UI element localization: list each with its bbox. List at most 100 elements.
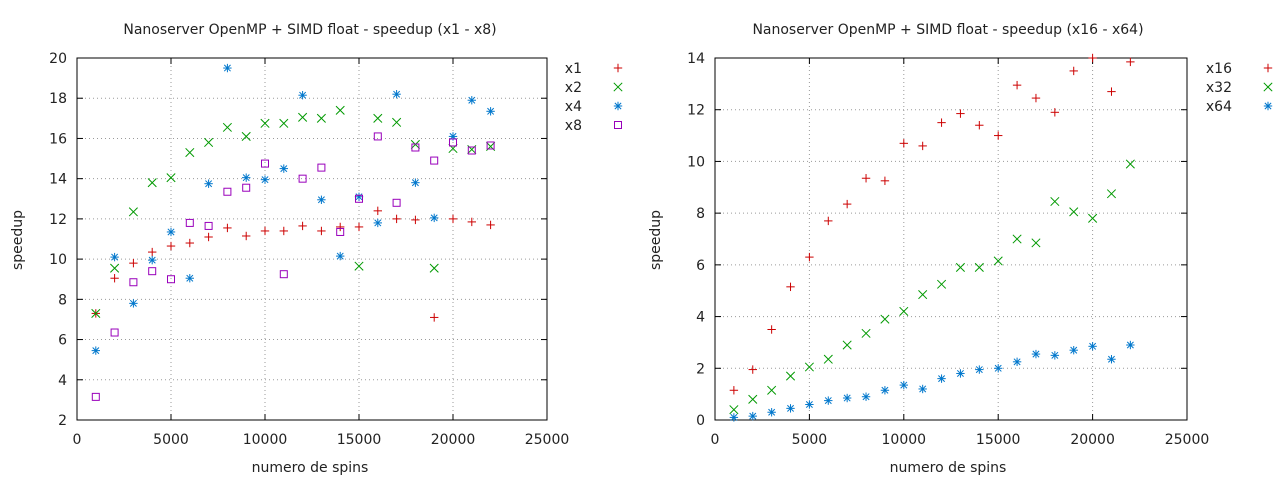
- point-x32-d2: [974, 262, 984, 272]
- x-axis-label: numero de spins: [890, 460, 1007, 476]
- point-x2-d2: [392, 117, 402, 127]
- point-x32: [1012, 234, 1022, 244]
- point-x32-d2: [748, 394, 758, 404]
- point-x1: [354, 222, 364, 232]
- point-x32: [1106, 189, 1117, 199]
- point-x64-d2: [843, 394, 851, 402]
- point-x32-d2: [1106, 189, 1117, 199]
- point-x32: [785, 371, 796, 381]
- point-x8: [129, 278, 138, 287]
- point-x4-d2: [242, 174, 250, 182]
- point-x1: [166, 241, 176, 251]
- point-x8-box: [185, 218, 194, 227]
- point-x2-d2: [147, 178, 157, 188]
- point-x4-d2: [280, 165, 288, 173]
- chart-title: Nanoserver OpenMP + SIMD float - speedup…: [752, 22, 1143, 38]
- y-tick-label: 18: [49, 91, 67, 107]
- point-x2: [204, 137, 214, 148]
- point-x64: [880, 386, 890, 395]
- point-x8-box: [467, 146, 476, 155]
- point-x64-d2: [824, 397, 832, 405]
- legend-label-x32: x32: [1206, 80, 1232, 96]
- point-x8-box: [204, 221, 213, 230]
- point-x4: [373, 218, 382, 228]
- point-x2: [222, 122, 232, 132]
- point-x8-box: [336, 227, 345, 236]
- point-x2-d2: [429, 263, 439, 273]
- point-x1: [467, 217, 476, 227]
- point-x32-d2: [1012, 234, 1022, 244]
- point-x4-d2: [261, 176, 269, 184]
- point-x8-box: [148, 267, 157, 276]
- y-tick-label: 14: [687, 51, 705, 67]
- x-tick-label: 20000: [431, 432, 476, 448]
- point-x2: [354, 261, 364, 271]
- point-x32-d2: [1031, 238, 1041, 248]
- point-x2-d2: [204, 137, 214, 148]
- point-x4-d2: [317, 196, 325, 204]
- legend-marker-x1: [613, 63, 623, 73]
- point-x32: [861, 328, 871, 338]
- point-x1: [260, 226, 270, 236]
- legend-marker-x8: [614, 121, 622, 129]
- point-x2-d2: [241, 131, 251, 141]
- x-tick-label: 10000: [882, 432, 927, 448]
- point-x32: [1050, 196, 1060, 207]
- plot-frame: [714, 57, 1188, 421]
- point-x64-d2: [1107, 355, 1115, 363]
- point-x64-d2: [749, 412, 757, 420]
- point-x32: [937, 279, 947, 289]
- point-x16: [1012, 80, 1022, 90]
- point-x1: [110, 274, 119, 283]
- y-tick-label: 0: [696, 413, 705, 429]
- point-x2: [91, 308, 101, 318]
- x-tick-label: 10000: [243, 432, 288, 448]
- point-x8-box: [486, 141, 495, 150]
- point-x64: [1050, 351, 1060, 360]
- point-x2: [241, 131, 251, 141]
- point-x4-d2: [487, 107, 495, 115]
- x-axis-label: numero de spins: [252, 460, 369, 476]
- point-x2-d2: [279, 118, 289, 128]
- point-x32: [1031, 238, 1041, 248]
- point-x8: [373, 132, 382, 141]
- point-x32: [880, 314, 890, 324]
- point-x32: [1069, 207, 1079, 217]
- point-x1: [185, 238, 194, 248]
- point-x4: [467, 96, 476, 105]
- point-x16: [956, 109, 965, 118]
- point-x4-d2: [374, 219, 382, 227]
- point-x1: [486, 220, 495, 230]
- point-x32-d2: [842, 340, 852, 350]
- point-x64: [1088, 342, 1097, 351]
- point-x16: [1088, 53, 1097, 63]
- point-x1: [317, 226, 326, 236]
- point-x64: [899, 380, 908, 390]
- point-x2-d2: [316, 113, 326, 123]
- point-x64-d2: [805, 400, 813, 408]
- point-x8: [261, 159, 269, 168]
- point-x16: [824, 216, 833, 226]
- point-x64-d2: [730, 413, 738, 421]
- point-x8-box: [373, 132, 382, 141]
- point-x32-d2: [1069, 207, 1079, 217]
- point-x64-d2: [956, 369, 964, 377]
- point-x4-d2: [186, 274, 194, 282]
- y-axis-label: speedup: [648, 210, 664, 270]
- legend-marker-x32-d2: [1263, 82, 1273, 92]
- point-x8: [242, 183, 251, 192]
- point-x4: [279, 164, 288, 173]
- point-x16: [937, 118, 946, 127]
- point-x64-d2: [862, 393, 870, 401]
- point-x8-box: [449, 138, 457, 147]
- y-axis-label: speedup: [10, 210, 26, 270]
- point-x2-d2: [128, 207, 138, 217]
- point-x8-box: [129, 278, 138, 287]
- point-x2-d2: [222, 122, 232, 132]
- point-x4-d2: [167, 228, 175, 236]
- point-x8: [91, 392, 100, 401]
- point-x32: [842, 340, 852, 350]
- legend-label-x16: x16: [1206, 61, 1232, 77]
- point-x64: [824, 396, 833, 405]
- y-tick-label: 8: [696, 206, 705, 222]
